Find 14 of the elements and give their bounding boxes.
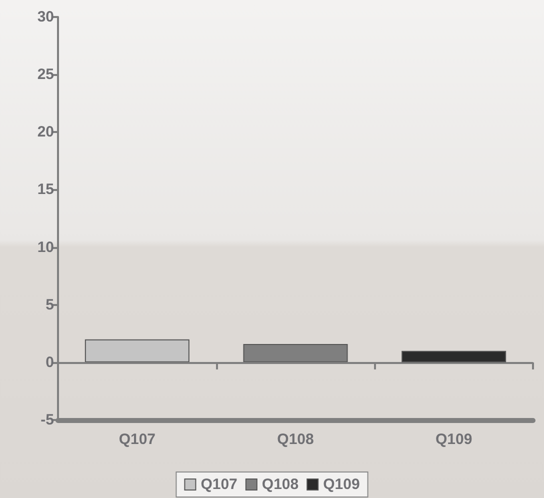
y-tick-label: -5 — [40, 412, 54, 428]
y-tick-label: 15 — [37, 181, 54, 198]
x-tick-label: Q108 — [277, 431, 314, 448]
y-tick-label: 20 — [37, 124, 54, 141]
legend-label: Q108 — [262, 476, 299, 493]
x-tick-label: Q109 — [435, 431, 472, 448]
y-tick-label: 5 — [46, 296, 54, 314]
y-tick-label: 25 — [37, 66, 54, 84]
legend-label: Q109 — [323, 476, 360, 493]
y-tick-label: 30 — [37, 8, 54, 26]
y-tick-label: 0 — [46, 354, 54, 371]
y-tick-label: 10 — [37, 238, 54, 256]
x-tick-label: Q107 — [118, 431, 156, 448]
legend-label: Q107 — [200, 476, 238, 493]
